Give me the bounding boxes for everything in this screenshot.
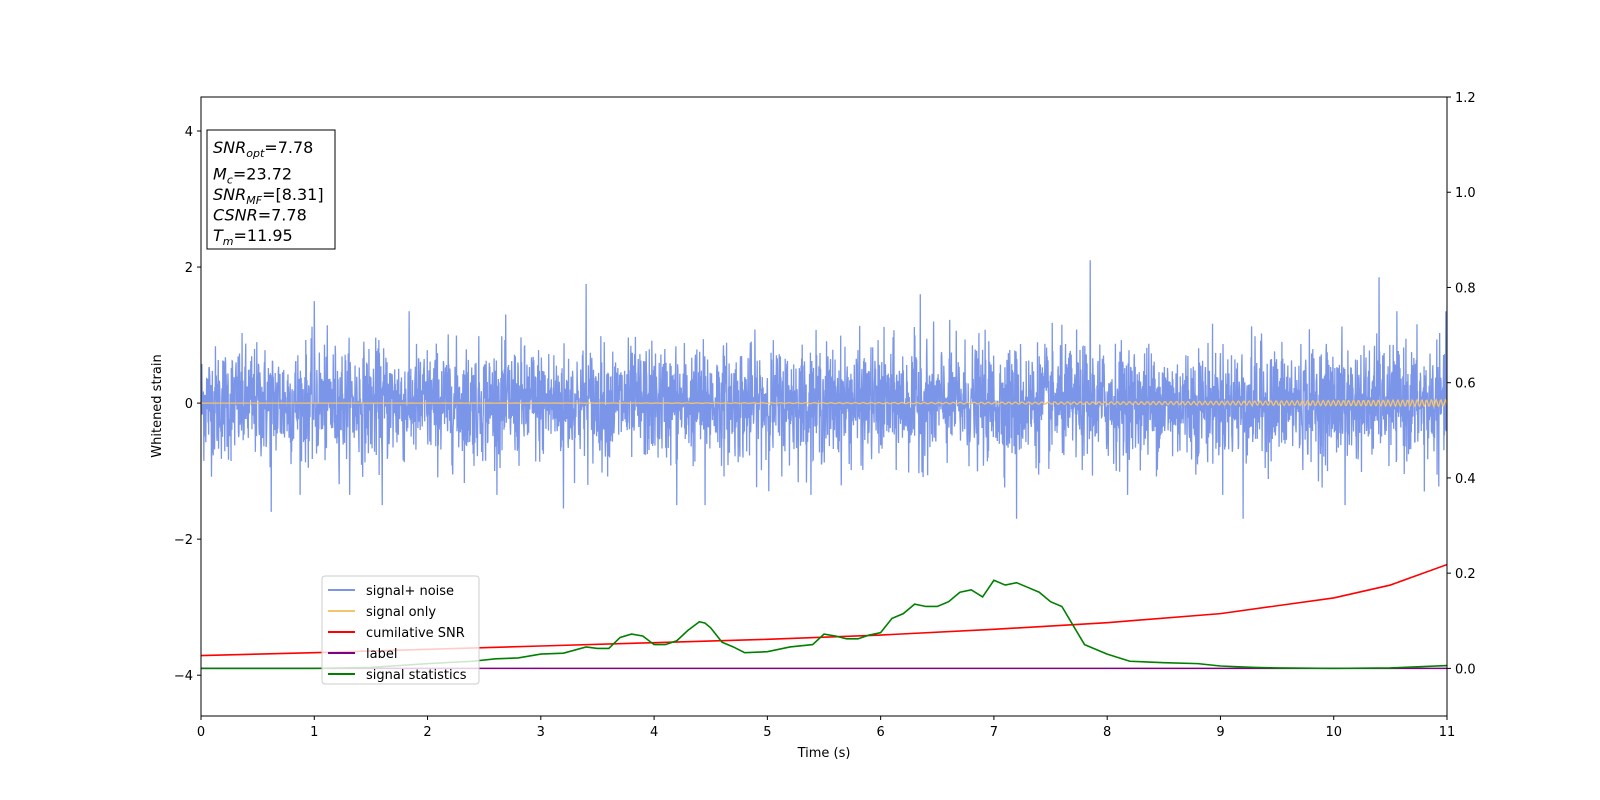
legend-items: signal+ noise signal only cumilative SNR la… — [328, 584, 467, 683]
y-left-tick-label: 2 — [185, 261, 193, 276]
legend-label: signal statistics — [366, 668, 467, 683]
y-left-tick-label: 4 — [185, 125, 193, 140]
x-tick-label: 8 — [1103, 725, 1111, 740]
y-right-tick-label: 0.2 — [1455, 567, 1476, 582]
x-tick-label: 7 — [990, 725, 998, 740]
y-left-tick-label: −4 — [174, 669, 193, 684]
x-tick-label: 2 — [423, 725, 431, 740]
y-left-tick-label: 0 — [185, 397, 193, 412]
plot-frame — [200, 96, 1448, 717]
y-right-tick-label: 0.6 — [1455, 377, 1476, 392]
info-box-frame — [206, 129, 336, 250]
x-tick-label: 6 — [876, 725, 884, 740]
info-line: Tm=11.95 — [213, 226, 293, 248]
info-line: SNRMF=[8.31] — [213, 185, 324, 207]
x-tick-label: 3 — [537, 725, 545, 740]
legend-label: signal+ noise — [366, 584, 454, 599]
legend-label: signal only — [366, 605, 436, 620]
y-right-tick-label: 1.0 — [1455, 186, 1476, 201]
legend-label: label — [366, 647, 397, 662]
series-signal-only-line — [201, 398, 1447, 408]
y-right-tick-label: 1.2 — [1455, 91, 1476, 106]
x-tick-label: 11 — [1439, 725, 1456, 740]
y-left-tick-label: −2 — [174, 533, 193, 548]
x-tick-label: 4 — [650, 725, 658, 740]
y-right-tick-label: 0.0 — [1455, 662, 1476, 677]
info-box: SNRopt=7.78 Mc=23.72SNRMF=[8.31]CSNR=7.78… — [206, 129, 336, 250]
x-tick-label: 9 — [1216, 725, 1224, 740]
info-line: SNRopt=7.78 — [213, 138, 313, 160]
legend-frame — [321, 575, 480, 685]
info-line: Mc=23.72 — [213, 165, 292, 187]
y-right-tick-label: 0.4 — [1455, 472, 1476, 487]
x-tick-label: 1 — [310, 725, 318, 740]
x-axis: 0 1 2 3 4 5 6 7 8 9 10 11 — [197, 716, 1455, 740]
info-line: CSNR=7.78 — [213, 206, 307, 225]
x-tick-label: 10 — [1325, 725, 1342, 740]
y-axis-label: Whitened strain — [150, 354, 165, 457]
info-box-lines: SNRopt=7.78 Mc=23.72SNRMF=[8.31]CSNR=7.78… — [213, 138, 324, 248]
legend-label: cumilative SNR — [366, 626, 465, 641]
x-axis-label: Time (s) — [797, 746, 851, 761]
series-signal-noise-line — [201, 260, 1447, 519]
y-right-tick-label: 0.8 — [1455, 281, 1476, 296]
y-axis-left: −4 −2 0 2 4 — [174, 125, 201, 684]
legend: signal+ noise signal only cumilative SNR la… — [321, 575, 480, 685]
x-tick-label: 5 — [763, 725, 771, 740]
series-line-4 — [201, 579, 1447, 670]
y-axis-right: 0.0 0.2 0.4 0.6 0.8 1.0 1.2 — [1447, 91, 1476, 677]
x-tick-label: 0 — [197, 725, 205, 740]
